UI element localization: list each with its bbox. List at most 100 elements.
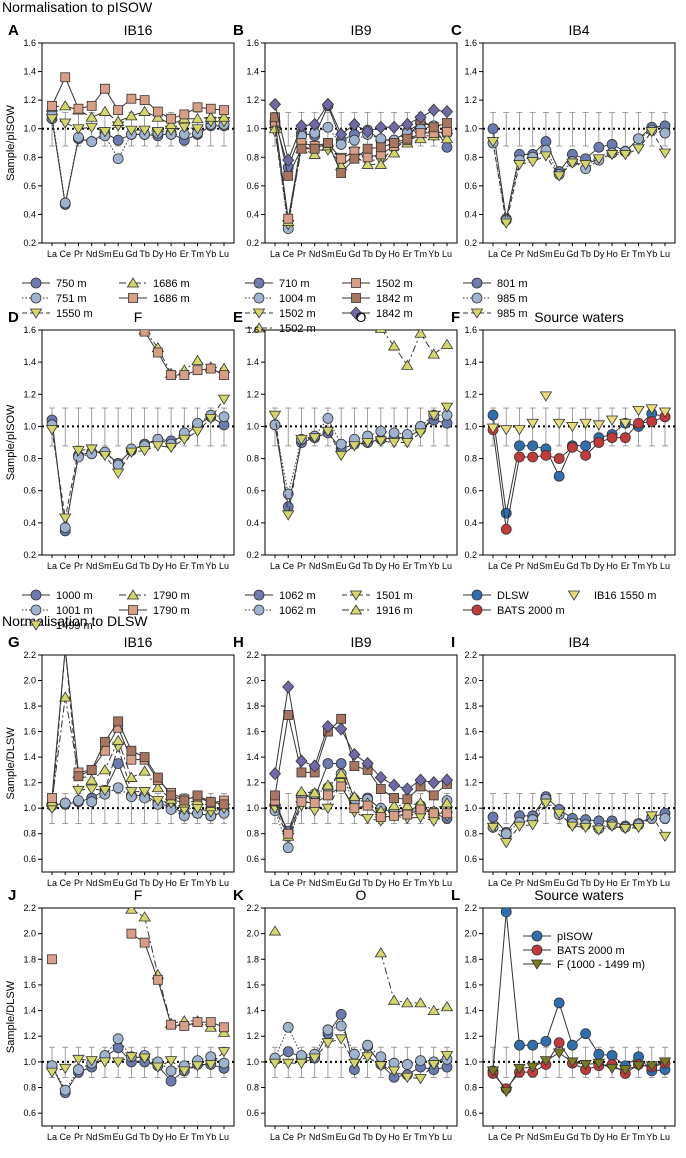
x-tick-label: Pr [515,878,524,888]
data-point [440,132,454,144]
y-tick-label: 1.4 [23,1006,36,1016]
panel-frame [41,42,235,244]
data-point [526,1062,539,1073]
data-point [387,994,401,1005]
legend-marker [126,589,140,600]
series-line [131,933,225,1028]
data-point [138,911,151,922]
data-point [513,425,526,436]
data-point [219,370,229,380]
data-point [139,95,150,106]
y-tick-label: 1.8 [464,954,477,964]
data-point [553,453,565,464]
y-tick-label: 1.4 [246,752,259,762]
data-point [86,796,98,808]
data-point [401,429,413,440]
panel-body [265,925,457,1085]
series-line [274,772,448,850]
data-point [605,1063,619,1075]
data-point [427,410,440,421]
x-tick-label: Nd [86,249,98,259]
x-tick-label: Sm [539,249,553,259]
x-tick-label: Eu [554,561,565,571]
data-point [59,522,71,534]
data-point [322,1024,334,1036]
x-tick-label: La [488,249,498,259]
data-point [514,1039,525,1051]
y-tick-label: 2.0 [464,676,477,686]
x-tick-label: La [47,249,57,259]
legend-marker [351,293,361,303]
x-tick-label: Yb [646,249,657,259]
x-tick-label: Eu [554,249,565,259]
data-point [375,142,386,153]
y-tick-label: 1.8 [23,701,36,711]
data-point [335,1020,347,1032]
y-tick-label: 1.4 [246,357,259,367]
data-point [205,1017,216,1028]
data-point [361,1052,374,1063]
y-tick-label: 0.6 [23,854,36,864]
y-tick-label: 2.0 [246,676,259,686]
y-tick-label: 1.8 [246,701,259,711]
data-point [192,417,203,429]
x-tick-label: Ce [500,249,512,259]
x-tick-label: Sm [98,878,112,888]
data-point [191,354,204,365]
y-tick-label: 1.6 [464,38,477,48]
y-tick-label: 1.2 [23,1031,36,1041]
data-point [85,784,98,795]
legend-label: 1499 m [56,620,93,632]
data-point [86,764,97,775]
data-point [47,793,57,803]
data-point [500,908,512,918]
x-tick-label: Nd [527,878,539,888]
x-tick-label: Ho [606,561,618,571]
x-tick-label: Ce [282,249,294,259]
data-point [500,523,512,535]
data-point [619,824,632,835]
data-point [440,773,454,787]
data-point [486,1066,500,1077]
x-tick-label: Lu [219,249,229,259]
data-point [111,468,125,479]
data-point [191,1061,204,1072]
y-tick-label: 1.4 [464,67,477,77]
data-point [592,1058,606,1069]
y-tick-label: 2.2 [464,650,477,660]
x-tick-label: Lu [442,249,452,259]
data-point [658,831,672,843]
x-tick-label: Yb [646,1132,657,1142]
x-tick-label: Lu [442,561,452,571]
legend-marker [253,292,265,304]
x-tick-label: Tb [580,249,591,259]
data-point [361,813,374,825]
data-point [487,409,499,421]
data-point [295,119,308,133]
data-point [646,416,658,428]
x-tick-label: Er [621,1132,630,1142]
y-tick-label: 0.8 [23,454,36,464]
x-tick-label: Dy [152,878,163,888]
section-title-pisow: Normalisation to pISOW [2,0,153,15]
data-point [282,842,294,854]
data-point [59,118,72,129]
legend-marker [29,308,43,319]
y-tick-label: 1.0 [23,124,36,134]
data-point [126,745,137,756]
data-point [349,803,360,814]
data-point [282,1046,294,1058]
data-point [566,422,579,433]
data-point [47,100,57,111]
y-tick-label: 2.0 [23,676,36,686]
data-point [98,127,112,138]
data-point [112,782,124,794]
panel-D: D F 0.2 0.4 0.6 0.8 1.0 1.2 1.4 1.6 La Ce Pr Nd Sm Eu Gd… [5,309,235,632]
panel-L: L Source waters 0.6 0.8 1.0 1.2 1.4 1.6 1.8 2.0 2.… [451,887,676,1142]
panel-I: I IB4 0.6 0.8 1.0 1.2 1.4 1.6 1.8 2.0 2.2 La Ce Pr Nd S… [451,634,676,888]
data-point [321,779,335,790]
data-point [151,111,165,122]
y-tick-label: 1.6 [464,325,477,335]
x-tick-label: Ho [606,1132,618,1142]
data-point [552,418,566,429]
